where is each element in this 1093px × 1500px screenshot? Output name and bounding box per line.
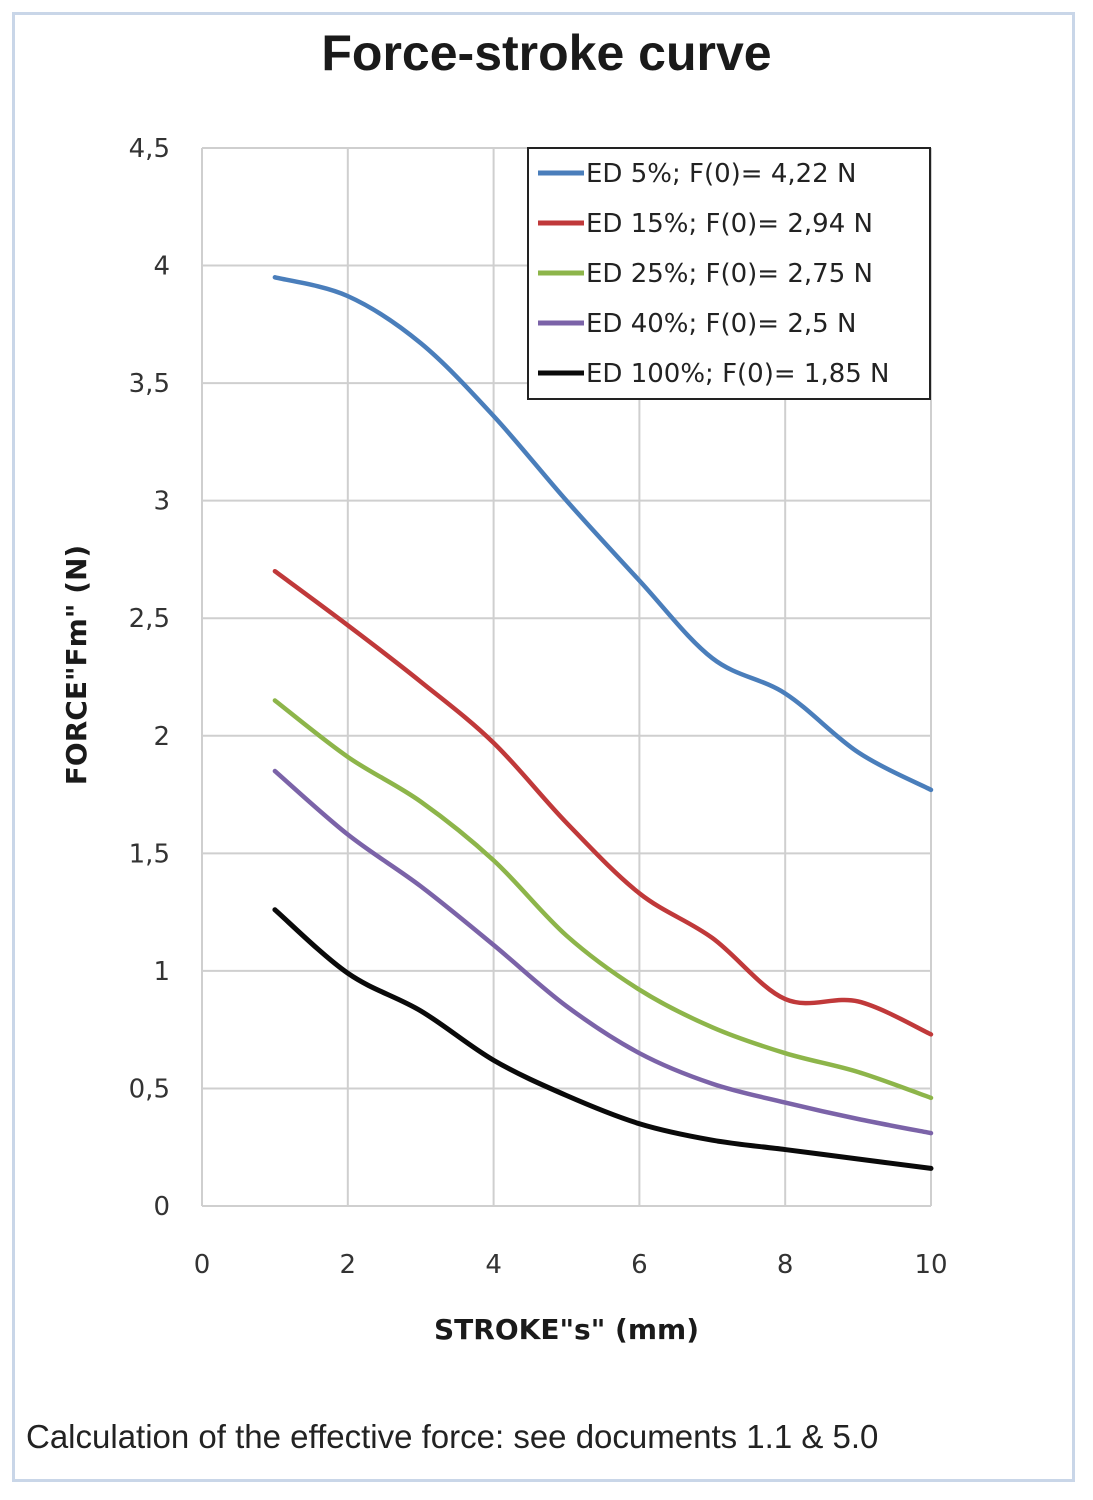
x-tick-labels: 0 2 4 6 8 10: [194, 1250, 948, 1280]
y-tick-label: 0,5: [129, 1074, 170, 1104]
y-tick-labels: 0 0,5 1 1,5 2 2,5 3 3,5 4 4,5: [129, 134, 170, 1222]
series-line-2: [272, 568, 934, 1037]
x-tick-label: 10: [914, 1250, 947, 1280]
legend-box: [527, 147, 931, 400]
x-tick-label: 4: [485, 1250, 502, 1280]
y-tick-label: 4: [153, 252, 170, 282]
y-tick-label: 1: [153, 957, 170, 987]
series-line-3: [272, 698, 934, 1101]
y-tick-label: 3: [153, 487, 170, 517]
x-axis-label: STROKE"s" (mm): [434, 1313, 699, 1346]
chart-title: Force-stroke curve: [321, 25, 772, 81]
y-tick-label: 1,5: [129, 839, 170, 869]
y-tick-label: 3,5: [129, 369, 170, 399]
footnote: Calculation of the effective force: see …: [26, 1418, 879, 1455]
legend-label: ED 100%; F(0)= 1,85 N: [586, 359, 890, 389]
legend-label: ED 5%; F(0)= 4,22 N: [586, 159, 856, 189]
y-tick-label: 4,5: [129, 134, 170, 164]
legend-label: ED 40%; F(0)= 2,5 N: [586, 309, 856, 339]
series-line-5: [272, 907, 934, 1171]
legend: ED 5%; F(0)= 4,22 N ED 15%; F(0)= 2,94 N E…: [527, 147, 931, 400]
x-tick-label: 6: [631, 1250, 648, 1280]
x-tick-label: 0: [194, 1250, 211, 1280]
y-tick-label: 0: [153, 1192, 170, 1222]
x-tick-label: 2: [340, 1250, 357, 1280]
legend-label: ED 25%; F(0)= 2,75 N: [586, 259, 873, 289]
legend-label: ED 15%; F(0)= 2,94 N: [586, 209, 873, 239]
x-tick-label: 8: [777, 1250, 794, 1280]
series-lines: [272, 275, 934, 1171]
y-axis-label: FORCE"Fm" (N): [60, 545, 93, 785]
series-line-4: [272, 768, 934, 1136]
y-tick-label: 2,5: [129, 604, 170, 634]
y-tick-label: 2: [153, 722, 170, 752]
series-line-1: [272, 275, 934, 793]
